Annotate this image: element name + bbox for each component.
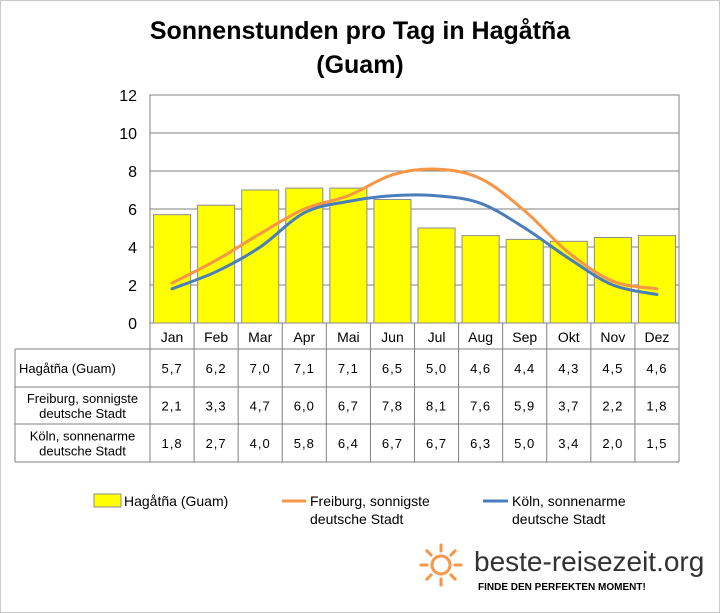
data-label: 6,7 <box>382 436 403 451</box>
data-label: 2,1 <box>162 399 183 414</box>
data-label: 6,4 <box>338 436 359 451</box>
x-tick-label: Sep <box>512 329 537 345</box>
data-label: 2,0 <box>602 436 623 451</box>
x-tick-label: Mar <box>248 329 272 345</box>
bar <box>373 199 412 324</box>
data-label: 7,1 <box>338 361 359 376</box>
logo-name: beste-reisezeit.org <box>474 546 704 577</box>
table-row-label: Freiburg, sonnigste <box>27 391 138 406</box>
x-tick-label: Jun <box>381 329 404 345</box>
data-label: 6,7 <box>338 399 359 414</box>
data-label: 8,1 <box>426 399 447 414</box>
chart-title: Sonnenstunden pro Tag in Hagåtña (Guam) <box>0 14 720 82</box>
y-tick-label: 12 <box>119 88 137 105</box>
y-tick-label: 6 <box>128 202 137 219</box>
table-row-label: deutsche Stadt <box>39 406 126 421</box>
y-tick-label: 0 <box>128 316 137 333</box>
x-tick-label: Dez <box>645 329 670 345</box>
x-tick-label: Jul <box>428 329 446 345</box>
data-label: 5,8 <box>294 436 315 451</box>
x-tick-label: Aug <box>468 329 493 345</box>
data-label: 1,5 <box>646 436 667 451</box>
legend-swatch-bar <box>93 493 122 508</box>
freiburg-line <box>170 167 659 291</box>
logo-tagline: FINDE DEN PERFEKTEN MOMENT! <box>478 582 646 593</box>
data-label: 7,0 <box>250 361 271 376</box>
data-label: 5,7 <box>162 361 183 376</box>
bar <box>153 214 192 324</box>
legend-label: Hagåtña (Guam) <box>124 493 228 509</box>
bar <box>461 235 500 324</box>
data-label: 4,5 <box>602 361 623 376</box>
x-tick-label: Jan <box>161 329 184 345</box>
data-label: 2,7 <box>206 436 227 451</box>
data-label: 6,7 <box>426 436 447 451</box>
data-label: 4,6 <box>646 361 667 376</box>
data-label: 6,5 <box>382 361 403 376</box>
data-label: 4,6 <box>470 361 491 376</box>
data-label: 4,0 <box>250 436 271 451</box>
table-row-label: Köln, sonnenarme <box>30 429 136 444</box>
data-label: 4,3 <box>558 361 579 376</box>
y-tick-label: 2 <box>128 278 137 295</box>
data-label: 6,2 <box>206 361 227 376</box>
data-label: 4,7 <box>250 399 271 414</box>
chart-title-line-2: (Guam) <box>316 51 404 79</box>
data-label: 2,2 <box>602 399 623 414</box>
legend-label: Köln, sonnenarme <box>512 493 626 509</box>
data-label: 7,6 <box>470 399 491 414</box>
y-tick-label: 4 <box>128 240 137 257</box>
data-label: 1,8 <box>646 399 667 414</box>
y-tick-label: 8 <box>128 164 137 181</box>
x-tick-label: Feb <box>204 329 228 345</box>
bar <box>329 187 368 324</box>
data-label: 3,7 <box>558 399 579 414</box>
chart-title-line-1: Sonnenstunden pro Tag in Hagåtña <box>149 17 571 45</box>
data-label: 5,9 <box>514 399 535 414</box>
legend-label: Freiburg, sonnigste <box>310 493 430 509</box>
sun-ray-icon <box>425 549 433 557</box>
sun-ray-icon <box>425 573 433 581</box>
sun-ray-icon <box>449 573 457 581</box>
data-label: 7,1 <box>294 361 315 376</box>
sun-ray-icon <box>449 549 457 557</box>
table-row-label: Hagåtña (Guam) <box>19 361 116 376</box>
x-tick-label: Apr <box>293 329 315 345</box>
koeln-line <box>170 193 659 296</box>
data-label: 5,0 <box>426 361 447 376</box>
sun-icon <box>430 554 452 576</box>
data-label: 5,0 <box>514 436 535 451</box>
bar <box>549 240 588 324</box>
data-label: 4,4 <box>514 361 535 376</box>
bar <box>417 227 456 324</box>
data-label: 7,8 <box>382 399 403 414</box>
data-label: 1,8 <box>162 436 183 451</box>
bar <box>197 204 236 324</box>
bar <box>505 238 544 324</box>
y-tick-label: 10 <box>119 126 137 143</box>
x-tick-label: Nov <box>600 329 625 345</box>
data-label: 3,4 <box>558 436 579 451</box>
legend-label: deutsche Stadt <box>310 511 404 527</box>
x-tick-label: Okt <box>558 329 580 345</box>
data-label: 3,3 <box>206 399 227 414</box>
data-label: 6,3 <box>470 436 491 451</box>
table-row-label: deutsche Stadt <box>39 444 126 459</box>
data-label: 6,0 <box>294 399 315 414</box>
legend-label: deutsche Stadt <box>512 511 606 527</box>
bar <box>637 235 676 324</box>
x-tick-label: Mai <box>337 329 360 345</box>
